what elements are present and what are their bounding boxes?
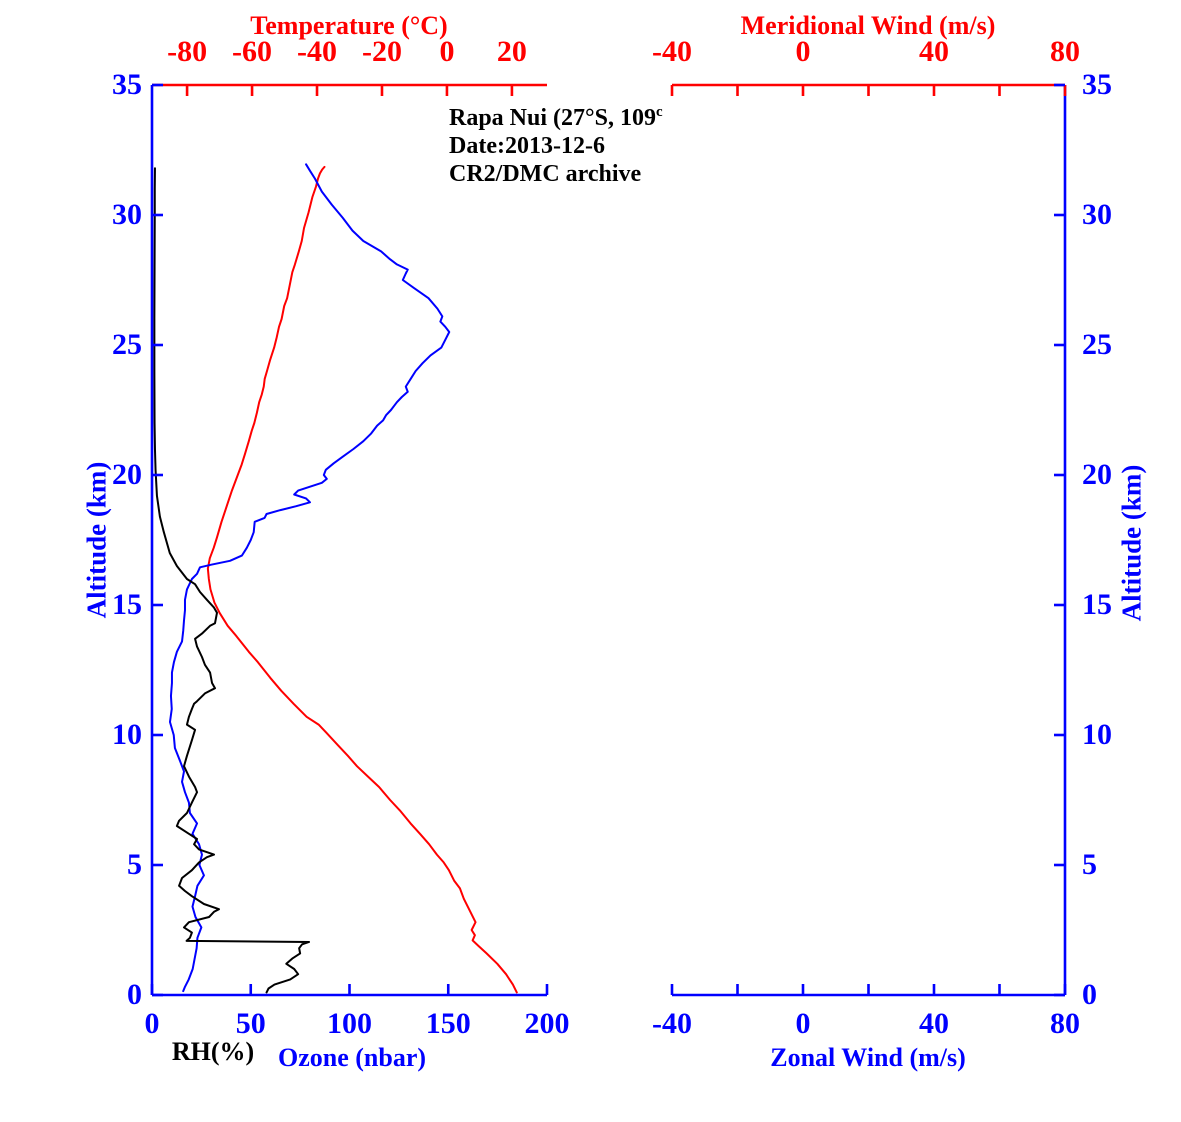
altitude-tick-label-left: 15 — [112, 588, 142, 621]
temperature-tick-label: 0 — [439, 35, 455, 68]
rh-axis-title: RH(%) — [171, 1037, 255, 1066]
altitude-tick-label-left: 0 — [127, 978, 142, 1011]
altitude-tick-label-right: 15 — [1082, 588, 1112, 621]
station-superscript: c — [655, 104, 663, 120]
altitude-axis-title-right: Altitude (km) — [1116, 464, 1147, 622]
zonal-tick-label: -40 — [652, 1007, 692, 1040]
meridional-wind-axis-title: Meridional Wind (m/s) — [740, 11, 996, 40]
altitude-tick-label-left: 30 — [112, 198, 142, 231]
temperature-axis-title: Temperature (°C) — [250, 11, 448, 40]
temperature-tick-label: -20 — [361, 35, 402, 68]
altitude-tick-label-right: 0 — [1082, 978, 1097, 1011]
station-name: Rapa Nui (27°S, 109 — [449, 105, 656, 131]
meridional-tick-label: 40 — [919, 35, 949, 68]
temperature-curve — [206, 165, 518, 994]
ozone-tick-label: 50 — [235, 1007, 266, 1040]
station-line: Rapa Nui (27°S, 109c — [449, 98, 663, 132]
altitude-tick-label-right: 25 — [1082, 328, 1112, 361]
station-annotation: Rapa Nui (27°S, 109c Date:2013-12-6 CR2/… — [449, 98, 663, 188]
temperature-tick-label: -80 — [167, 35, 208, 68]
temperature-tick-label: -40 — [297, 35, 338, 68]
altitude-tick-label-left: 20 — [112, 458, 142, 491]
ozone-curve — [168, 163, 451, 993]
altitude-axis-title-left: Altitude (km) — [81, 461, 112, 619]
temperature-tick-label: -60 — [232, 35, 273, 68]
zonal-wind-axis-title: Zonal Wind (m/s) — [770, 1043, 966, 1072]
altitude-tick-label-left: 10 — [112, 718, 142, 751]
zonal-tick-label: 0 — [795, 1007, 811, 1040]
altitude-tick-label-right: 35 — [1082, 68, 1112, 101]
ozone-axis-title: Ozone (nbar) — [277, 1043, 427, 1072]
zonal-tick-label: 80 — [1050, 1007, 1080, 1040]
altitude-tick-label-right: 10 — [1082, 718, 1112, 751]
archive-line: CR2/DMC archive — [449, 161, 642, 187]
altitude-tick-label-right: 30 — [1082, 198, 1112, 231]
meridional-tick-label: -40 — [652, 35, 692, 68]
rh-curve — [153, 167, 311, 994]
meridional-tick-label: 0 — [795, 35, 811, 68]
ozone-tick-label: 100 — [327, 1007, 372, 1040]
altitude-tick-label-right: 5 — [1082, 848, 1097, 881]
altitude-tick-label-left: 35 — [112, 68, 142, 101]
altitude-tick-label-left: 5 — [127, 848, 142, 881]
zonal-tick-label: 40 — [919, 1007, 949, 1040]
ozone-tick-label: 200 — [524, 1007, 570, 1040]
date-line: Date:2013-12-6 — [449, 133, 605, 159]
meridional-tick-label: 80 — [1050, 35, 1080, 68]
altitude-tick-label-right: 20 — [1082, 458, 1112, 491]
altitude-tick-label-left: 25 — [112, 328, 142, 361]
ozone-tick-label: 0 — [144, 1007, 160, 1040]
temperature-tick-label: 20 — [496, 35, 527, 68]
ozone-tick-label: 150 — [425, 1007, 471, 1040]
